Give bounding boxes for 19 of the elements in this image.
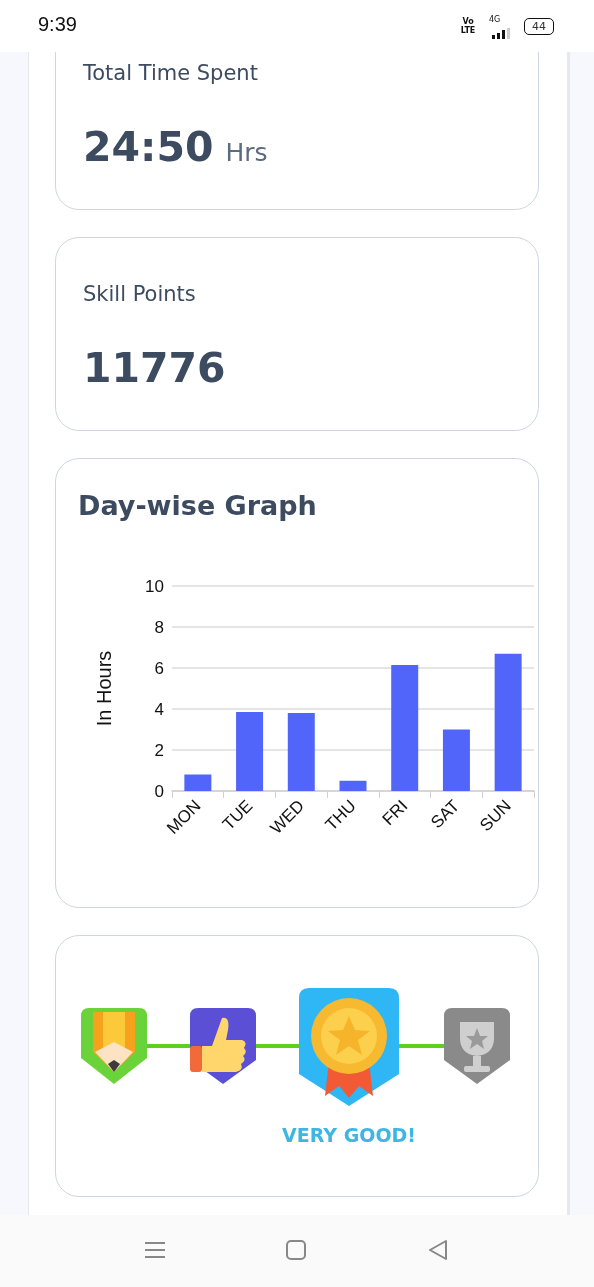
- text: VERY GOOD!: [281, 1124, 417, 1146]
- text: Vo LTE: [459, 17, 477, 35]
- y-tick-label: 0: [154, 781, 164, 801]
- text: Hrs: [225, 138, 268, 167]
- text: 11776: [83, 344, 226, 392]
- y-tick-label: 10: [145, 576, 164, 596]
- y-tick-label: 4: [154, 699, 164, 719]
- text: Skill Points: [83, 282, 196, 306]
- text: 9:39: [38, 13, 77, 36]
- y-tick-label: 8: [154, 617, 164, 637]
- y-axis-title: In Hours: [93, 650, 115, 727]
- chart-title: Day-wise Graph: [78, 490, 317, 521]
- text: 4G: [489, 15, 501, 24]
- battery-icon: 44: [524, 18, 554, 35]
- text: Total Time Spent: [83, 61, 258, 85]
- y-tick-label: 6: [154, 658, 164, 678]
- text: 24:50: [83, 123, 214, 171]
- y-tick-label: 2: [154, 740, 164, 760]
- x-tick-label: FRI: [378, 796, 412, 830]
